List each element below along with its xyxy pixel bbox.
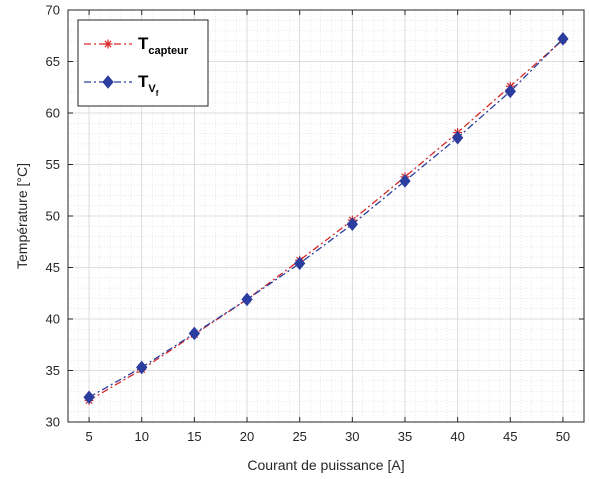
data-point-diamond <box>451 130 464 145</box>
asterisk-stroke <box>104 40 112 48</box>
data-point-diamond <box>294 256 306 271</box>
data-point-diamond <box>83 390 95 405</box>
y-tick-label: 35 <box>46 363 60 378</box>
x-tick-label: 50 <box>556 429 570 444</box>
y-tick-label: 55 <box>46 157 60 172</box>
y-tick-label: 70 <box>46 3 60 18</box>
y-tick-label: 40 <box>46 312 60 327</box>
y-tick-label: 60 <box>46 106 60 121</box>
legend-label-1: TVf <box>138 72 159 98</box>
legend-marker-diamond <box>102 75 114 89</box>
data-point-diamond <box>346 217 358 232</box>
data-point-diamond <box>399 174 411 188</box>
data-point-diamond <box>188 326 201 341</box>
x-tick-label: 35 <box>398 429 412 444</box>
x-tick-label: 10 <box>134 429 148 444</box>
legend-label-main: T <box>138 34 149 53</box>
series-line-1 <box>88 38 564 398</box>
x-tick-label: 45 <box>503 429 517 444</box>
x-tick-label: 30 <box>345 429 359 444</box>
y-tick-label: 45 <box>46 260 60 275</box>
data-point-diamond <box>241 292 253 307</box>
minor-grid <box>67 10 585 422</box>
x-axis-label: Courant de puissance [A] <box>247 457 404 473</box>
series-line-0 <box>88 39 564 401</box>
y-tick-label: 65 <box>46 54 60 69</box>
legend-box <box>77 19 209 107</box>
y-tick-label: 30 <box>46 415 60 430</box>
y-tick-label: 50 <box>46 209 60 224</box>
data-point-diamond <box>136 360 148 375</box>
x-tick-label: 5 <box>85 429 92 444</box>
legend-marker-asterisk <box>103 39 113 49</box>
legend-label-subscript: capteur <box>148 45 188 57</box>
y-axis-label: Température [°C] <box>14 163 30 269</box>
series-layer <box>83 32 569 405</box>
x-tick-label: 20 <box>240 429 254 444</box>
data-point-diamond <box>504 84 516 99</box>
legend-label-main: T <box>138 72 149 91</box>
y-axis-ticks: 30 35 40 45 50 55 60 65 70 <box>46 3 584 430</box>
x-tick-label: 40 <box>450 429 464 444</box>
x-tick-label: 15 <box>187 429 201 444</box>
x-tick-label: 25 <box>292 429 306 444</box>
x-axis-ticks: 5 10 15 20 25 30 35 40 45 50 <box>85 10 570 444</box>
data-point-diamond <box>557 32 569 46</box>
legend-label-0: Tcapteur <box>138 34 189 57</box>
legend-label-subscript: V <box>148 83 156 95</box>
legend-label-subsubscript: f <box>156 89 159 98</box>
